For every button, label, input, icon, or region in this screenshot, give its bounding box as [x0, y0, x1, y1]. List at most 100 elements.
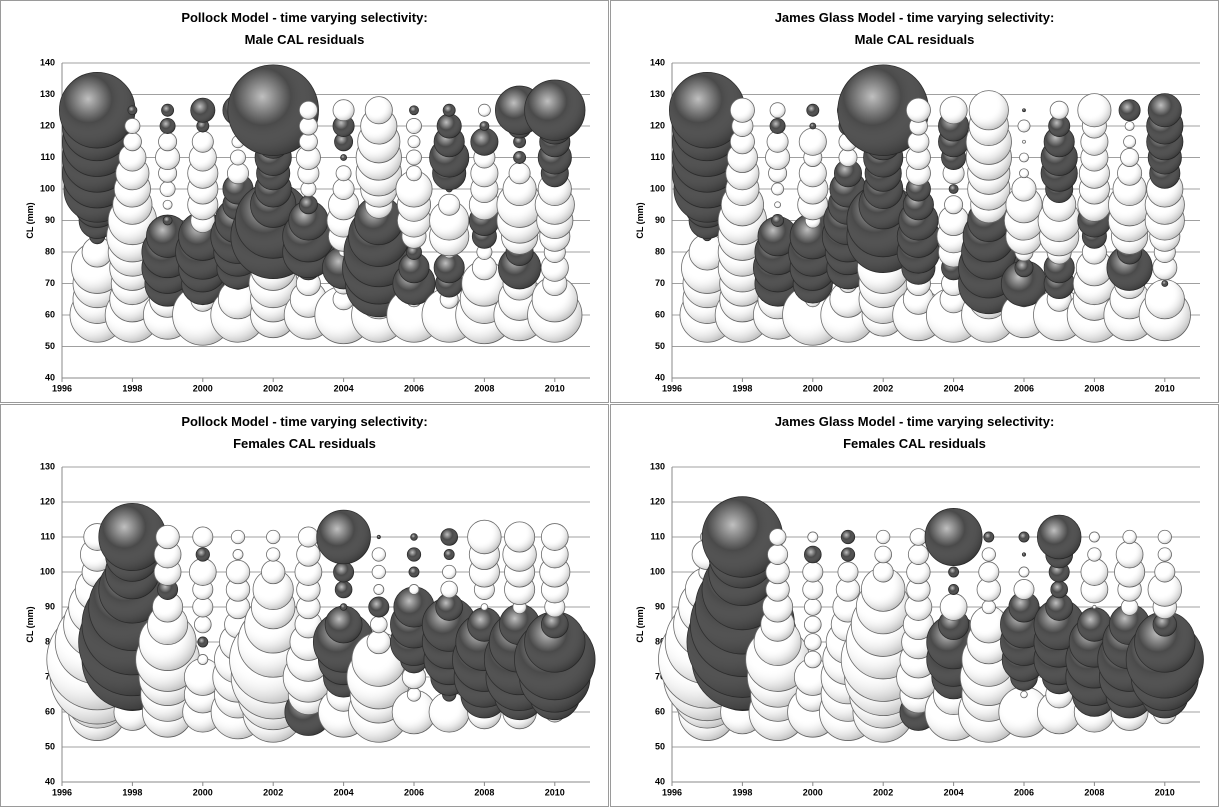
y-tick-label: 110 [650, 531, 665, 541]
y-tick-label: 110 [40, 152, 55, 162]
bubble-negative [197, 654, 209, 665]
bubble-negative [1022, 139, 1026, 144]
y-tick-label: 120 [650, 120, 665, 130]
x-tick-label: 2000 [803, 787, 823, 797]
bubble-negative [768, 528, 787, 546]
x-tick-label: 2002 [873, 383, 893, 393]
bubble-negative [1017, 119, 1031, 133]
y-tick-label: 120 [650, 496, 665, 506]
y-tick-label: 40 [45, 372, 55, 382]
bubble-negative [1157, 547, 1172, 562]
bubble-negative [230, 529, 246, 545]
bubble-negative [335, 165, 352, 182]
bubble-negative [440, 580, 459, 599]
chart-panel: Pollock Model - time varying selectivity… [0, 0, 609, 403]
x-tick-label: 2000 [803, 383, 823, 393]
x-tick-label: 2004 [334, 787, 354, 797]
bubble-negative [124, 118, 141, 134]
bubble-negative [407, 135, 421, 149]
y-tick-label: 50 [655, 341, 665, 351]
bubble-negative [406, 687, 422, 702]
bubble-negative [837, 561, 859, 583]
bubble-negative [194, 615, 212, 634]
y-tick-label: 50 [655, 741, 665, 751]
bubble-positive [162, 215, 173, 226]
bubble-negative [798, 127, 827, 156]
bubble-negative [480, 603, 489, 611]
y-tick-label: 120 [40, 120, 55, 130]
chart-subtitle: Male CAL residuals [245, 32, 365, 47]
bubble-negative [1088, 531, 1100, 543]
x-tick-label: 1996 [52, 383, 72, 393]
x-tick-label: 2010 [545, 787, 565, 797]
y-axis-label: CL (mm) [635, 606, 645, 642]
y-axis-label: CL (mm) [25, 202, 35, 238]
bubble-negative [1011, 176, 1037, 202]
bubble-negative [968, 90, 1009, 131]
bubble-negative [729, 97, 755, 123]
y-tick-label: 40 [655, 776, 665, 786]
bubble-positive [195, 547, 210, 562]
x-tick-label: 2006 [1014, 787, 1034, 797]
y-tick-label: 50 [45, 341, 55, 351]
y-tick-label: 40 [655, 372, 665, 382]
bubble-negative [1120, 148, 1140, 167]
y-tick-label: 130 [40, 461, 55, 471]
y-tick-label: 100 [40, 183, 55, 193]
x-tick-label: 2004 [944, 383, 964, 393]
bubble-negative [804, 650, 822, 669]
x-tick-label: 2004 [944, 787, 964, 797]
bubble-positive [324, 605, 363, 644]
bubble-negative [191, 130, 214, 153]
bubble-positive [298, 195, 318, 215]
bubble-negative [332, 99, 355, 122]
chart-title: Pollock Model - time varying selectivity… [181, 414, 427, 429]
chart-title: James Glass Model - time varying selecti… [775, 10, 1055, 25]
bubble-positive [409, 105, 419, 116]
bubble-positive [513, 151, 527, 164]
x-tick-label: 2010 [1155, 383, 1175, 393]
bubble-negative [1124, 121, 1135, 131]
bubble-negative [438, 193, 461, 216]
bubble-negative [1092, 604, 1097, 610]
bubble-negative [1080, 558, 1109, 586]
bubble-positive [440, 528, 459, 546]
bubble-negative [332, 178, 355, 200]
chart-title: James Glass Model - time varying selecti… [775, 414, 1055, 429]
bubble-negative [874, 545, 893, 564]
bubble-negative [373, 584, 385, 595]
bubble-negative [1019, 152, 1029, 163]
bubble-positive [806, 103, 820, 117]
bubble-negative [802, 561, 824, 583]
chart-panel: Pollock Model - time varying selectivity… [0, 404, 609, 807]
bubble-negative [266, 529, 281, 545]
bubble-negative [804, 633, 822, 651]
bubble-negative [978, 561, 1000, 583]
y-tick-label: 90 [45, 215, 55, 225]
bubble-positive [1161, 280, 1169, 287]
bubble-negative [406, 165, 422, 182]
y-tick-label: 60 [655, 706, 665, 716]
x-tick-label: 2000 [193, 787, 213, 797]
bubble-positive [436, 113, 462, 139]
bubble-positive [924, 508, 983, 566]
chart-subtitle: Male CAL residuals [855, 32, 975, 47]
x-tick-label: 1996 [52, 787, 72, 797]
bubble-negative [442, 564, 457, 580]
x-tick-label: 1996 [662, 787, 682, 797]
x-tick-label: 2006 [404, 787, 424, 797]
bubble-negative [504, 521, 536, 553]
bubble-positive [1022, 108, 1026, 113]
x-tick-label: 2002 [263, 787, 283, 797]
y-tick-label: 110 [650, 152, 665, 162]
y-tick-label: 80 [655, 246, 665, 256]
bubble-negative [371, 547, 386, 562]
bubble-positive [339, 603, 348, 611]
x-tick-label: 2008 [1084, 787, 1104, 797]
bubble-positive [840, 547, 856, 562]
bubble-positive [333, 561, 355, 583]
bubble-negative [369, 615, 388, 634]
y-tick-label: 100 [650, 566, 665, 576]
bubble-negative [876, 529, 891, 545]
bubble-positive [983, 531, 995, 543]
